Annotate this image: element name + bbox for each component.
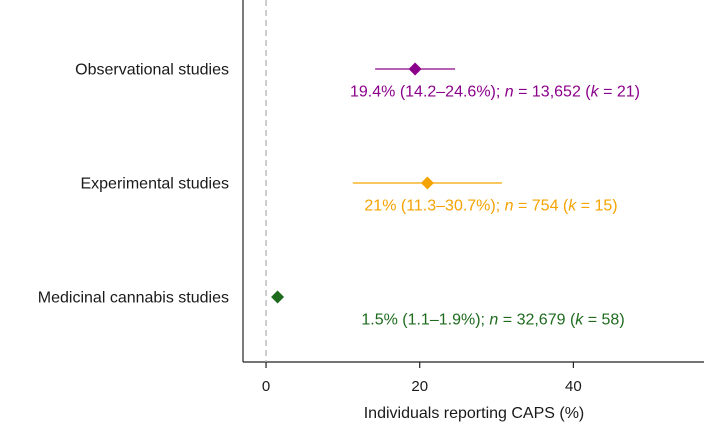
annotation-part: k — [591, 84, 600, 101]
forest-row: Medicinal cannabis studies 1.5% (1.1–1.9%… — [38, 290, 625, 329]
forest-row: Experimental studies 21% (11.3–30.7%); n … — [80, 176, 617, 215]
annotation-part: n — [505, 198, 514, 215]
annotation-part: 1.5% (1.1–1.9%); — [361, 312, 489, 329]
annotation-part: = 754 ( — [514, 198, 569, 215]
annotation-part: k — [568, 198, 577, 215]
estimate-annotation: 21% (11.3–30.7%); n = 754 (k = 15) — [364, 198, 617, 215]
x-tick-label: 0 — [262, 378, 270, 395]
x-axis-title: Individuals reporting CAPS (%) — [364, 405, 585, 422]
category-label: Observational studies — [75, 62, 229, 79]
x-tick-label: 40 — [565, 378, 582, 395]
category-label: Experimental studies — [80, 176, 229, 193]
estimate-marker — [420, 176, 434, 190]
estimate-annotation: 19.4% (14.2–24.6%); n = 13,652 (k = 21) — [350, 84, 640, 101]
annotation-part: = 15) — [576, 198, 617, 215]
estimate-annotation: 1.5% (1.1–1.9%); n = 32,679 (k = 58) — [361, 312, 624, 329]
annotation-part: n — [505, 84, 514, 101]
forest-rows: Observational studies 19.4% (14.2–24.6%);… — [38, 62, 640, 329]
forest-row: Observational studies 19.4% (14.2–24.6%);… — [75, 62, 640, 101]
estimate-marker — [271, 290, 285, 304]
annotation-part: = 21) — [599, 84, 640, 101]
annotation-part: = 32,679 ( — [498, 312, 576, 329]
annotation-part: 21% (11.3–30.7%); — [364, 198, 504, 215]
annotation-part: k — [575, 312, 584, 329]
annotation-part: n — [489, 312, 498, 329]
x-axis-ticks: 0 20 40 — [262, 362, 582, 395]
annotation-part: 19.4% (14.2–24.6%); — [350, 84, 505, 101]
annotation-part: = 13,652 ( — [514, 84, 592, 101]
estimate-marker — [408, 62, 422, 76]
category-label: Medicinal cannabis studies — [38, 290, 229, 307]
annotation-part: = 58) — [583, 312, 624, 329]
x-tick-label: 20 — [411, 378, 428, 395]
